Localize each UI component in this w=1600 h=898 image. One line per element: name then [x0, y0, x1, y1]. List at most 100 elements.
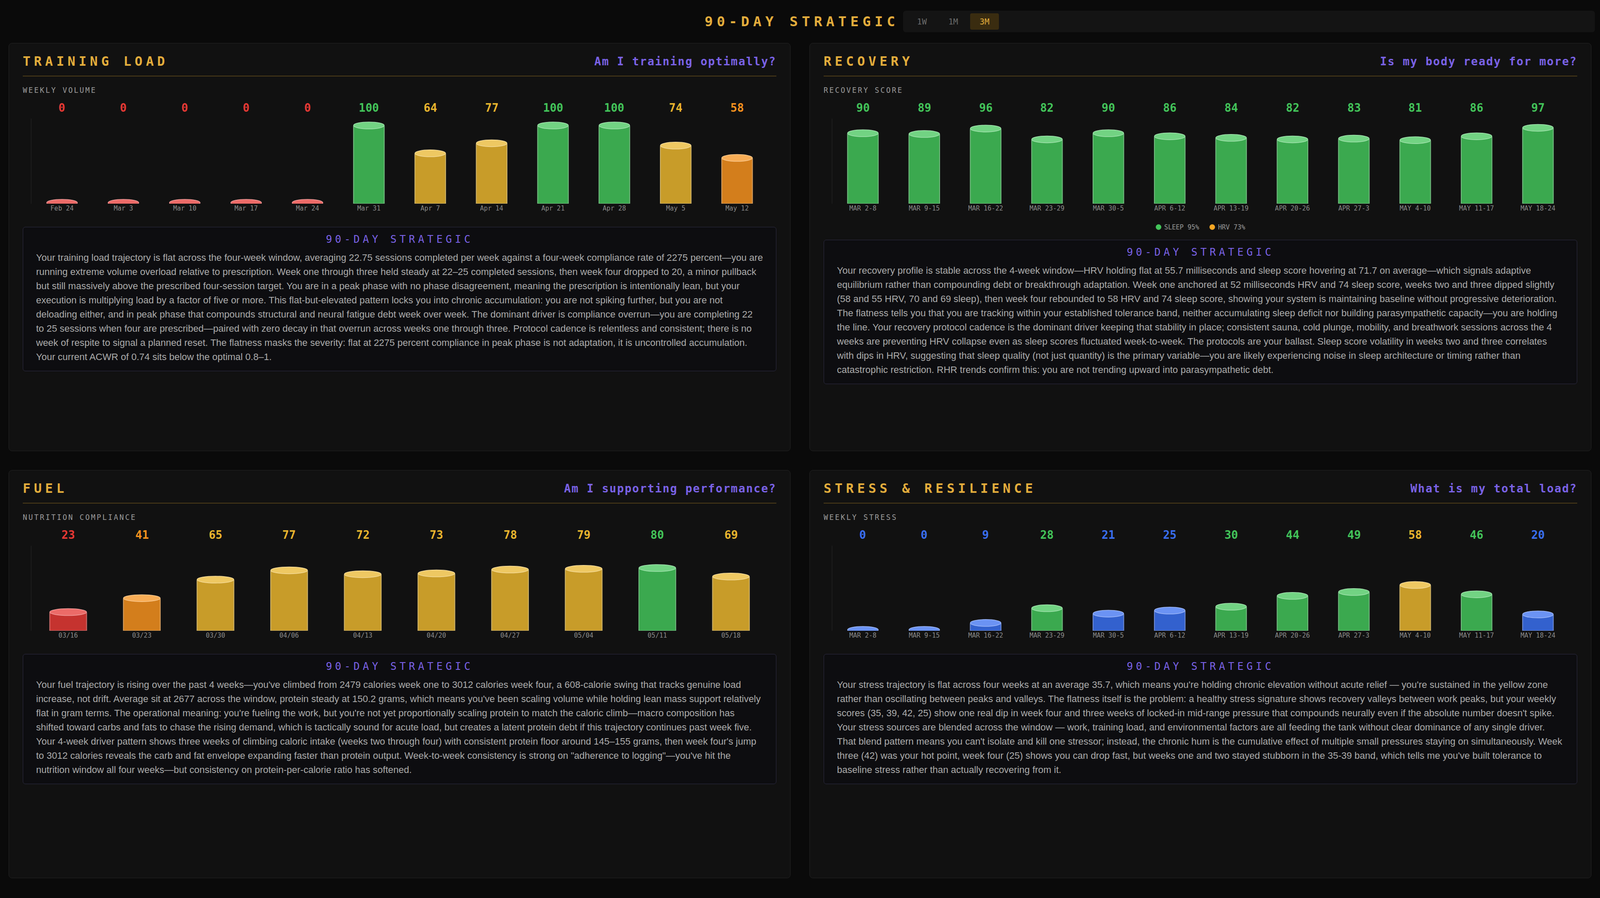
svg-text:74: 74 [668, 101, 683, 115]
svg-text:81: 81 [1408, 101, 1422, 115]
svg-text:49: 49 [1347, 528, 1361, 542]
svg-text:0: 0 [304, 101, 312, 115]
svg-text:100: 100 [358, 101, 379, 115]
svg-text:78: 78 [503, 528, 517, 542]
svg-text:MAR 23-29: MAR 23-29 [1029, 631, 1065, 640]
svg-text:30: 30 [1224, 528, 1238, 542]
svg-text:83: 83 [1347, 101, 1361, 115]
svg-text:MAR 30-5: MAR 30-5 [1093, 204, 1124, 213]
svg-text:Apr 21: Apr 21 [541, 204, 565, 213]
svg-text:58: 58 [1408, 528, 1422, 542]
svg-text:77: 77 [282, 528, 296, 542]
svg-text:04/06: 04/06 [279, 631, 299, 640]
html-text:Your training load trajectory: Your training load trajectory is flat ac… [36, 252, 763, 363]
svg-text:MAR 30-5: MAR 30-5 [1093, 631, 1124, 640]
svg-text:97: 97 [1531, 101, 1545, 115]
svg-text:May 12: May 12 [725, 204, 749, 213]
svg-text:APR 13-19: APR 13-19 [1213, 631, 1249, 640]
html-text:TRAINING LOAD: TRAINING LOAD [22, 53, 169, 69]
svg-text:100: 100 [543, 101, 564, 115]
svg-text:65: 65 [208, 528, 223, 542]
svg-text:90: 90 [1101, 101, 1115, 115]
svg-text:APR 13-19: APR 13-19 [1213, 204, 1249, 213]
svg-text:05/11: 05/11 [647, 631, 667, 640]
svg-text:9: 9 [982, 528, 990, 542]
svg-text:72: 72 [356, 528, 370, 542]
svg-text:MAR 9-15: MAR 9-15 [908, 204, 940, 213]
svg-text:96: 96 [979, 101, 993, 115]
html-text:RECOVERY: RECOVERY [823, 53, 914, 69]
svg-text:04/13: 04/13 [353, 631, 373, 640]
svg-text:MAY 4-10: MAY 4-10 [1399, 204, 1431, 213]
svg-text:77: 77 [485, 101, 499, 115]
svg-text:Mar 24: Mar 24 [296, 204, 320, 213]
svg-text:MAY 11-17: MAY 11-17 [1459, 204, 1494, 213]
svg-text:Apr 28: Apr 28 [602, 204, 626, 213]
svg-text:MAY 11-17: MAY 11-17 [1459, 631, 1494, 640]
svg-text:APR 6-12: APR 6-12 [1154, 204, 1185, 213]
svg-text:Mar 17: Mar 17 [234, 204, 258, 213]
svg-text:Mar 10: Mar 10 [173, 204, 197, 213]
svg-text:MAY 18-24: MAY 18-24 [1520, 631, 1556, 640]
svg-text:23: 23 [61, 528, 75, 542]
svg-text:Apr 7: Apr 7 [420, 204, 440, 213]
svg-text:79: 79 [577, 528, 591, 542]
svg-text:25: 25 [1163, 528, 1177, 542]
svg-text:82: 82 [1285, 101, 1300, 115]
svg-text:Apr 14: Apr 14 [479, 204, 504, 213]
svg-text:84: 84 [1224, 101, 1238, 115]
svg-text:90: 90 [856, 101, 870, 115]
svg-text:100: 100 [604, 101, 625, 115]
svg-text:APR 27-3: APR 27-3 [1338, 631, 1370, 640]
svg-text:Feb 24: Feb 24 [50, 204, 74, 213]
svg-text:80: 80 [650, 528, 664, 542]
svg-text:03/23: 03/23 [132, 631, 152, 640]
svg-text:MAR 16-22: MAR 16-22 [967, 631, 1003, 640]
svg-text:MAY 18-24: MAY 18-24 [1520, 204, 1556, 213]
html-text:Your fuel trajectory is rising: Your fuel trajectory is rising over the … [36, 679, 761, 776]
svg-text:28: 28 [1040, 528, 1054, 542]
svg-text:MAR 9-15: MAR 9-15 [908, 631, 940, 640]
svg-text:0: 0 [920, 528, 928, 542]
svg-text:44: 44 [1285, 528, 1300, 542]
html-text:90-DAY STRATEGIC: 90-DAY STRATEGIC [704, 13, 899, 30]
svg-text:APR 27-3: APR 27-3 [1338, 204, 1370, 213]
svg-text:MAR 23-29: MAR 23-29 [1029, 204, 1065, 213]
svg-text:APR 20-26: APR 20-26 [1275, 631, 1310, 640]
svg-text:Mar 3: Mar 3 [113, 204, 134, 213]
svg-text:86: 86 [1469, 101, 1484, 115]
svg-text:89: 89 [917, 101, 932, 115]
svg-text:MAR 16-22: MAR 16-22 [967, 204, 1003, 213]
svg-text:04/20: 04/20 [426, 631, 446, 640]
html-text:FUEL: FUEL [22, 480, 68, 496]
svg-text:41: 41 [135, 528, 149, 542]
svg-text:03/30: 03/30 [205, 631, 226, 640]
svg-text:May 5: May 5 [665, 204, 686, 213]
svg-text:0: 0 [119, 101, 127, 115]
svg-text:APR 6-12: APR 6-12 [1154, 631, 1185, 640]
svg-text:Mar 31: Mar 31 [357, 204, 381, 213]
svg-text:64: 64 [423, 101, 437, 115]
svg-text:0: 0 [181, 101, 189, 115]
svg-text:73: 73 [429, 528, 443, 542]
html-text:Your recovery profile is stabl: Your recovery profile is stable across t… [836, 265, 1558, 376]
svg-text:05/18: 05/18 [721, 631, 741, 640]
svg-text:MAR 2-8: MAR 2-8 [849, 204, 877, 213]
svg-text:APR 20-26: APR 20-26 [1275, 204, 1310, 213]
svg-text:03/16: 03/16 [58, 631, 78, 640]
svg-text:0: 0 [58, 101, 66, 115]
svg-text:82: 82 [1040, 101, 1054, 115]
svg-text:MAY 4-10: MAY 4-10 [1399, 631, 1431, 640]
svg-text:0: 0 [859, 528, 867, 542]
svg-text:04/27: 04/27 [500, 631, 520, 640]
svg-text:21: 21 [1101, 528, 1115, 542]
svg-text:05/04: 05/04 [574, 631, 594, 640]
svg-text:58: 58 [730, 101, 744, 115]
svg-text:69: 69 [724, 528, 738, 542]
svg-text:20: 20 [1531, 528, 1545, 542]
svg-text:0: 0 [242, 101, 250, 115]
svg-text:46: 46 [1469, 528, 1484, 542]
svg-text:86: 86 [1163, 101, 1177, 115]
html-text:Your stress trajectory is flat: Your stress trajectory is flat across fo… [836, 679, 1563, 776]
svg-text:MAR 2-8: MAR 2-8 [849, 631, 877, 640]
